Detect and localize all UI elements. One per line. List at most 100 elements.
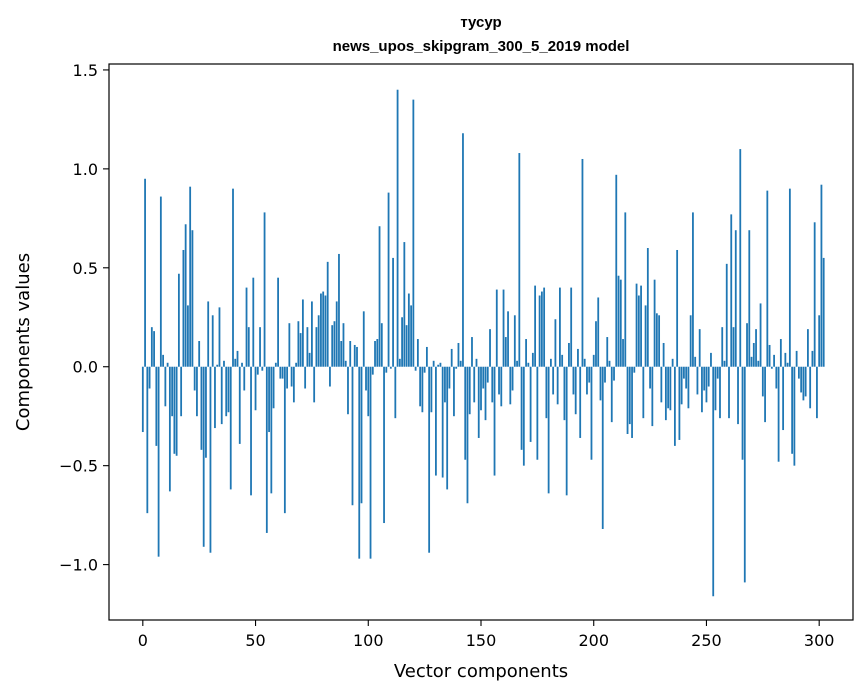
bar xyxy=(660,366,663,403)
bar xyxy=(809,366,812,409)
bar xyxy=(450,348,453,367)
bar xyxy=(664,366,667,421)
bar xyxy=(653,279,656,367)
bar xyxy=(347,366,349,415)
bar xyxy=(430,366,433,413)
bar xyxy=(356,346,358,367)
bar xyxy=(622,339,624,367)
bar xyxy=(317,315,320,367)
bar xyxy=(538,295,541,367)
bar xyxy=(414,366,417,371)
bar xyxy=(218,307,221,367)
bar xyxy=(423,366,426,373)
bar xyxy=(421,366,424,413)
bar xyxy=(315,327,318,367)
bar xyxy=(511,366,514,391)
bar xyxy=(502,289,505,367)
bar xyxy=(689,315,692,367)
bar xyxy=(698,329,701,367)
bar xyxy=(489,329,491,367)
bar xyxy=(279,366,282,379)
bar xyxy=(333,321,336,367)
bar xyxy=(444,366,446,403)
bar xyxy=(577,348,579,367)
bar xyxy=(369,366,372,559)
bar xyxy=(531,352,534,367)
bar xyxy=(322,291,325,367)
bar xyxy=(568,342,570,367)
bar xyxy=(813,222,816,367)
bar xyxy=(748,230,751,367)
bar xyxy=(464,366,467,460)
bar xyxy=(782,366,785,431)
bar xyxy=(193,366,196,391)
bar xyxy=(256,366,259,375)
bar xyxy=(552,366,555,395)
bar xyxy=(588,366,591,383)
x-axis-ticks: 0 50 100 150 200 250 300 xyxy=(138,620,834,650)
bar xyxy=(209,366,212,553)
bar xyxy=(504,337,507,367)
bar xyxy=(721,327,724,367)
bar xyxy=(207,301,210,367)
bar xyxy=(743,366,746,583)
bar xyxy=(613,366,615,381)
bar xyxy=(793,366,796,466)
x-axis-label: Vector components xyxy=(394,661,568,682)
bar xyxy=(500,366,503,407)
bar xyxy=(200,366,203,450)
bar xyxy=(261,366,264,371)
bar xyxy=(331,325,334,367)
bar xyxy=(238,366,241,444)
bar xyxy=(211,315,214,367)
bar xyxy=(191,230,194,367)
bar xyxy=(162,354,165,367)
bar xyxy=(416,339,419,367)
bar xyxy=(583,358,586,367)
bar xyxy=(737,366,739,425)
bar xyxy=(669,366,672,411)
bar xyxy=(651,366,654,427)
bar xyxy=(561,354,564,367)
bar xyxy=(401,317,403,367)
bar xyxy=(739,149,742,367)
bar xyxy=(683,366,685,379)
bar xyxy=(712,366,715,597)
bar xyxy=(324,295,327,367)
bar xyxy=(407,293,410,367)
bar xyxy=(349,341,352,367)
bar xyxy=(144,178,146,367)
bar xyxy=(802,366,805,401)
bar xyxy=(189,186,192,367)
bar xyxy=(342,323,345,367)
bar xyxy=(631,366,633,438)
bar xyxy=(644,305,647,367)
bar xyxy=(601,366,604,529)
bar xyxy=(344,360,347,367)
bar xyxy=(281,366,284,379)
bar xyxy=(628,366,631,425)
bar xyxy=(572,366,575,395)
bar xyxy=(459,360,462,367)
bar xyxy=(196,366,198,417)
bar xyxy=(425,346,428,367)
bar xyxy=(662,342,665,367)
bar xyxy=(155,366,158,446)
bar xyxy=(579,366,582,438)
bar xyxy=(777,366,780,462)
bar xyxy=(184,224,187,367)
y-tick-label: −0.5 xyxy=(59,457,98,476)
bar xyxy=(816,366,818,419)
chart-subtitle: news_upos_skipgram_300_5_2019 model xyxy=(333,38,630,55)
bar xyxy=(376,339,379,367)
bar xyxy=(286,366,289,389)
bar xyxy=(473,366,476,403)
bar xyxy=(719,366,721,419)
bar xyxy=(761,366,764,397)
bar xyxy=(277,277,279,367)
bar xyxy=(308,352,311,367)
bar xyxy=(696,366,699,395)
bar xyxy=(435,366,437,476)
bar xyxy=(491,366,494,403)
bar xyxy=(405,325,408,367)
